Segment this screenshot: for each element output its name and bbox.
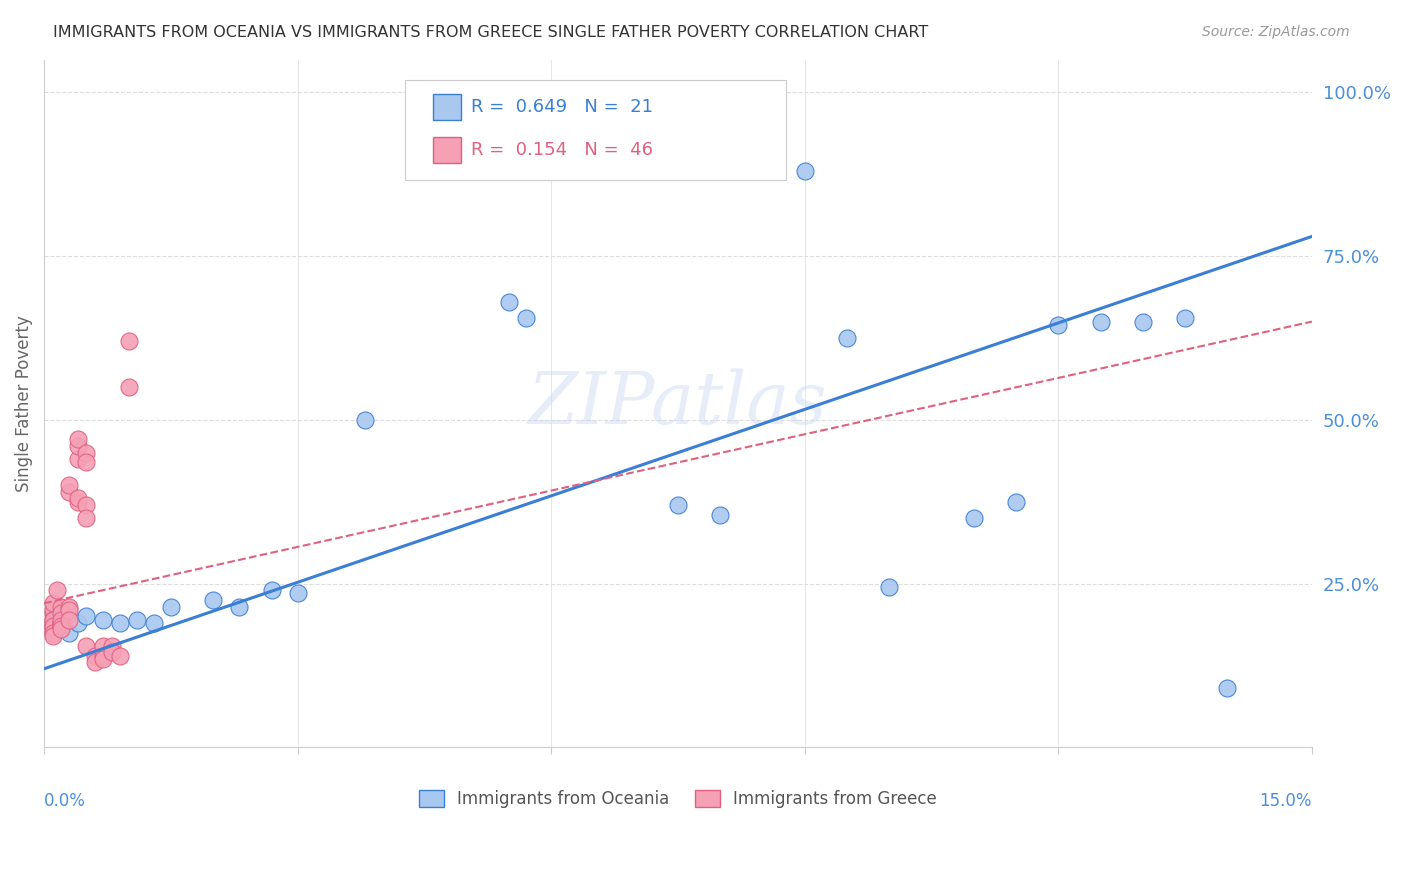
Point [49, 619, 72, 633]
Point [41, 629, 63, 643]
Point [793, 164, 815, 178]
Point [66, 439, 89, 453]
Point [262, 583, 284, 598]
Point [202, 593, 225, 607]
Point [515, 311, 537, 326]
Point [41, 625, 63, 640]
Point [41, 619, 63, 633]
Point [963, 511, 986, 525]
Point [75, 639, 97, 653]
Point [58, 484, 80, 499]
Point [66, 615, 89, 630]
Point [83, 655, 105, 669]
Point [91, 652, 114, 666]
Point [41, 619, 63, 633]
Text: R =  0.154   N =  46: R = 0.154 N = 46 [471, 141, 654, 159]
Point [41, 603, 63, 617]
Point [41, 623, 63, 637]
Point [91, 648, 114, 663]
Y-axis label: Single Father Poverty: Single Father Poverty [15, 315, 32, 491]
Point [108, 648, 131, 663]
Point [66, 433, 89, 447]
Point [41, 625, 63, 640]
Text: 0.0%: 0.0% [44, 792, 86, 810]
Point [41, 606, 63, 620]
Point [709, 508, 731, 522]
Point [49, 613, 72, 627]
Point [666, 498, 689, 512]
Point [498, 295, 520, 310]
Point [1005, 494, 1028, 508]
Point [879, 580, 901, 594]
Point [125, 613, 148, 627]
Point [49, 606, 72, 620]
Point [75, 445, 97, 459]
Point [66, 452, 89, 467]
Point [117, 380, 139, 394]
Point [1132, 315, 1154, 329]
Point [49, 615, 72, 630]
Point [228, 599, 250, 614]
Point [143, 615, 166, 630]
Point [66, 491, 89, 506]
Point [91, 639, 114, 653]
Point [75, 498, 97, 512]
Point [160, 599, 183, 614]
Point [108, 615, 131, 630]
Point [1216, 681, 1239, 696]
Text: IMMIGRANTS FROM OCEANIA VS IMMIGRANTS FROM GREECE SINGLE FATHER POVERTY CORRELAT: IMMIGRANTS FROM OCEANIA VS IMMIGRANTS FR… [53, 25, 929, 40]
Point [1047, 318, 1070, 332]
Point [75, 511, 97, 525]
Point [75, 609, 97, 624]
Point [58, 478, 80, 492]
Point [41, 613, 63, 627]
Point [41, 596, 63, 610]
Text: R =  0.649   N =  21: R = 0.649 N = 21 [471, 98, 654, 116]
Point [41, 613, 63, 627]
Point [91, 613, 114, 627]
Point [835, 331, 858, 345]
Point [66, 494, 89, 508]
Point [117, 334, 139, 349]
Point [45, 583, 67, 598]
Point [58, 599, 80, 614]
Point [1090, 315, 1112, 329]
Text: Source: ZipAtlas.com: Source: ZipAtlas.com [1202, 25, 1350, 39]
Point [354, 413, 377, 427]
Point [58, 613, 80, 627]
Point [83, 648, 105, 663]
Point [1174, 311, 1197, 326]
Point [100, 639, 122, 653]
Point [100, 645, 122, 659]
Point [287, 586, 309, 600]
Point [58, 625, 80, 640]
FancyBboxPatch shape [433, 94, 461, 120]
Point [49, 615, 72, 630]
FancyBboxPatch shape [405, 80, 786, 180]
Point [49, 623, 72, 637]
Text: 15.0%: 15.0% [1260, 792, 1312, 810]
Legend: Immigrants from Oceania, Immigrants from Greece: Immigrants from Oceania, Immigrants from… [412, 783, 943, 814]
Point [49, 599, 72, 614]
FancyBboxPatch shape [433, 136, 461, 162]
Text: ZIPatlas: ZIPatlas [529, 368, 828, 439]
Point [41, 615, 63, 630]
Point [49, 619, 72, 633]
Point [41, 619, 63, 633]
Point [49, 613, 72, 627]
Point [58, 603, 80, 617]
Point [75, 455, 97, 469]
